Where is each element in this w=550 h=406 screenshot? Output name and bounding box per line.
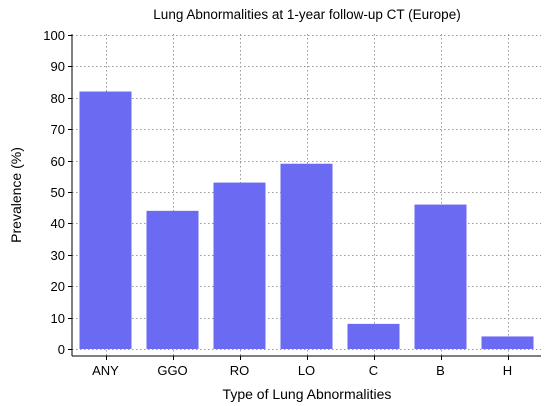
y-tick-label: 70: [51, 122, 65, 137]
bar-h: [481, 336, 534, 349]
x-tick-label-ro: RO: [230, 363, 250, 378]
y-tick-label: 0: [58, 342, 65, 357]
bars: [79, 91, 534, 350]
x-axis-ticks: ANY GGO RO LO C B H: [92, 356, 512, 378]
y-tick-label: 50: [51, 185, 65, 200]
y-tick-label: 90: [51, 59, 65, 74]
bar-ro: [213, 182, 266, 349]
bar-ggo: [146, 210, 199, 349]
y-tick-label: 10: [51, 311, 65, 326]
y-tick-label: 80: [51, 91, 65, 106]
bar-lo: [280, 163, 333, 349]
x-axis-title: Type of Lung Abnormalities: [223, 386, 392, 402]
y-axis-ticks: 0 10 20 30 40 50 60 70 80 90 100: [43, 28, 72, 357]
x-tick-label-ggo: GGO: [157, 363, 187, 378]
x-tick-label-h: H: [503, 363, 512, 378]
y-axis-title: Prevalence (%): [8, 147, 24, 243]
y-tick-label: 40: [51, 216, 65, 231]
x-tick-label-any: ANY: [92, 363, 119, 378]
bar-b: [414, 204, 467, 349]
y-tick-label: 20: [51, 279, 65, 294]
bar-any: [79, 91, 132, 350]
x-tick-label-lo: LO: [298, 363, 315, 378]
y-tick-label: 30: [51, 248, 65, 263]
bar-c: [347, 323, 400, 349]
chart-title: Lung Abnormalities at 1-year follow-up C…: [153, 7, 460, 22]
x-tick-label-b: B: [436, 363, 445, 378]
y-tick-label: 100: [43, 28, 65, 43]
x-tick-label-c: C: [369, 363, 378, 378]
y-tick-label: 60: [51, 154, 65, 169]
